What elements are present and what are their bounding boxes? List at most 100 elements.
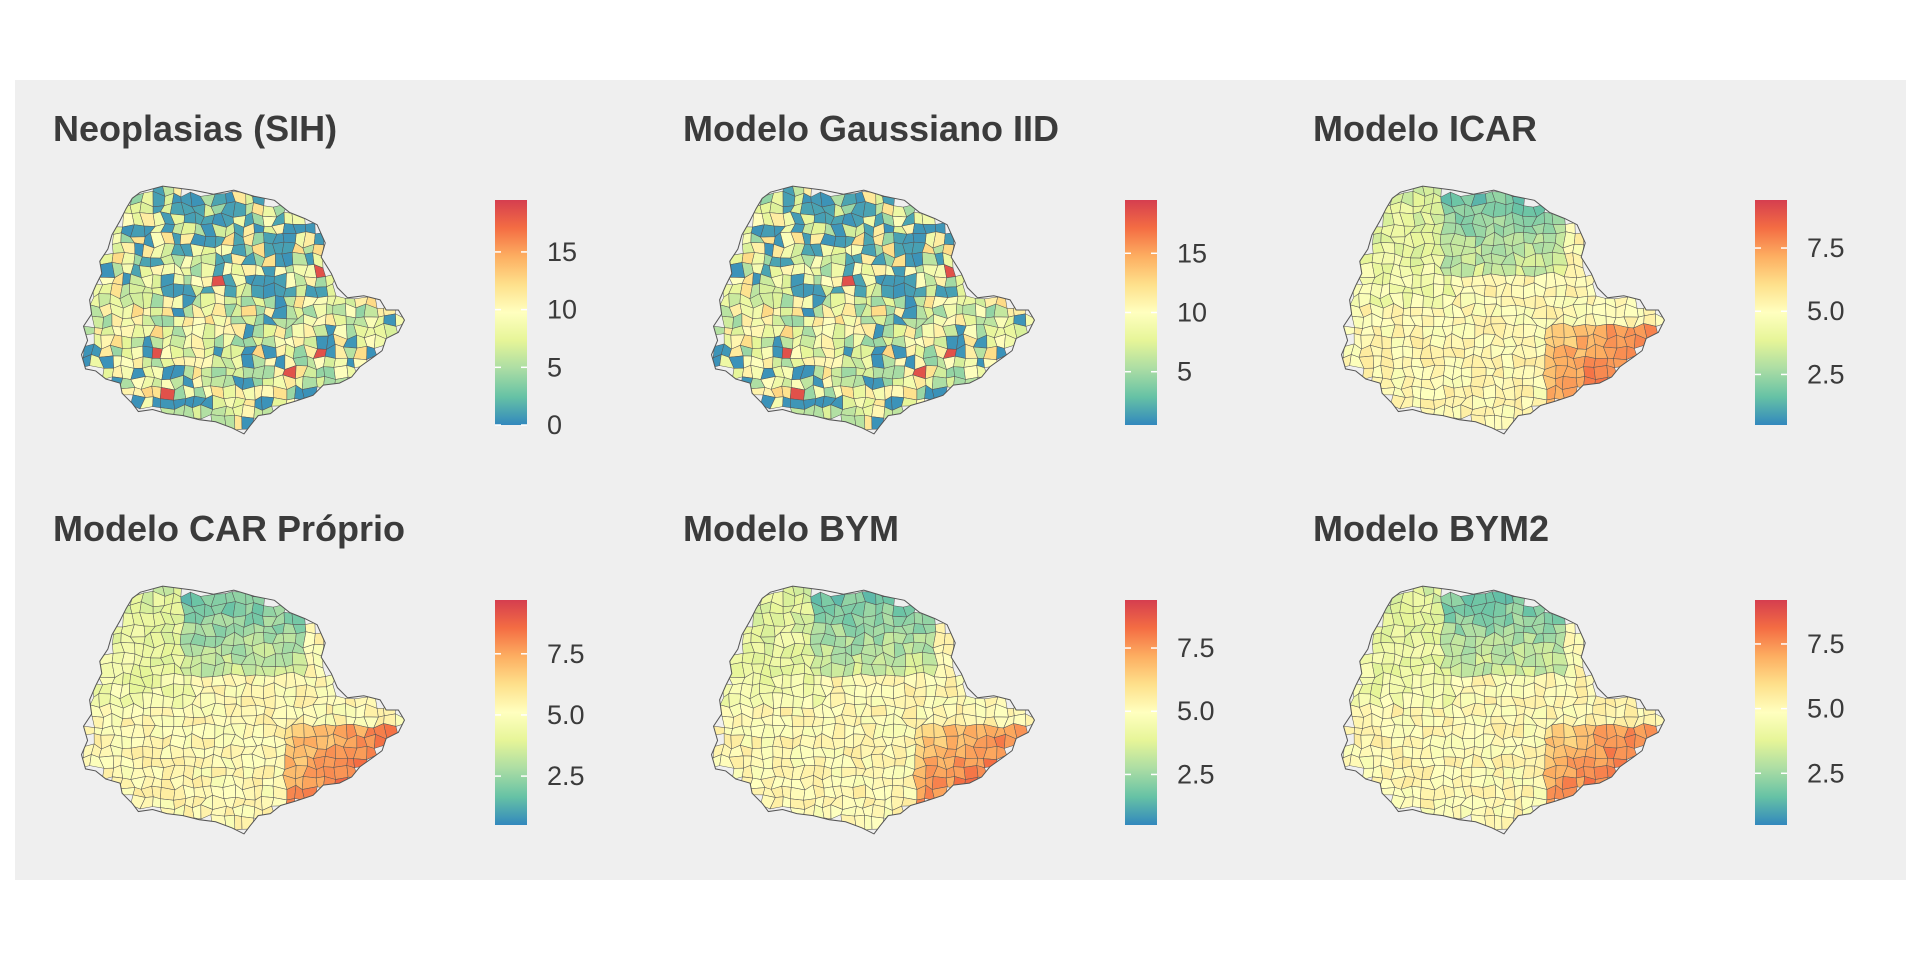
municipality xyxy=(150,307,164,317)
colorbar-tick-label: 5.0 xyxy=(547,700,585,730)
municipality xyxy=(854,814,866,831)
municipality xyxy=(315,776,325,790)
municipality xyxy=(1574,676,1587,688)
municipality xyxy=(201,375,213,388)
municipality xyxy=(862,201,877,218)
colorbar-gradient xyxy=(495,600,527,825)
municipality xyxy=(314,276,327,288)
municipality xyxy=(1585,703,1594,715)
municipality xyxy=(1522,377,1534,387)
municipality xyxy=(943,632,955,646)
municipality xyxy=(945,376,955,390)
map-panel: Neoplasias (SIH) 0 5 10 15 xyxy=(15,80,635,470)
municipality xyxy=(234,414,243,431)
municipality xyxy=(963,365,979,380)
municipality xyxy=(183,674,192,686)
municipality xyxy=(333,765,349,780)
municipality xyxy=(945,735,959,750)
municipality xyxy=(1463,235,1477,249)
municipality xyxy=(1575,376,1585,390)
municipality xyxy=(1411,274,1422,289)
municipality xyxy=(1500,304,1517,317)
municipality xyxy=(81,725,95,736)
municipality xyxy=(782,796,791,808)
municipality xyxy=(781,274,792,289)
municipality xyxy=(183,756,197,767)
municipality xyxy=(1443,674,1452,686)
municipality xyxy=(1381,735,1392,749)
municipality xyxy=(890,384,905,398)
municipality xyxy=(262,765,275,780)
colorbar-tick-label: 2.5 xyxy=(1807,359,1845,389)
colorbar-tick-label: 2.5 xyxy=(1177,759,1215,789)
municipality xyxy=(1484,695,1497,705)
municipality xyxy=(803,673,815,686)
municipality xyxy=(1402,745,1414,759)
municipality xyxy=(833,235,847,249)
municipality xyxy=(234,814,243,831)
municipality xyxy=(1341,725,1355,736)
municipality xyxy=(1575,335,1589,350)
municipality xyxy=(864,414,873,431)
choropleth-map xyxy=(80,185,406,435)
municipality xyxy=(803,273,815,286)
municipality xyxy=(892,777,904,787)
municipality xyxy=(260,384,275,398)
municipality xyxy=(943,232,955,246)
municipality xyxy=(945,776,955,790)
colorbar-tick-label: 5 xyxy=(1177,357,1192,387)
municipality xyxy=(224,814,236,831)
municipality xyxy=(1492,201,1507,218)
municipality xyxy=(1574,276,1587,288)
municipality xyxy=(921,213,936,225)
map-panel: Modelo CAR Próprio 2.5 5.0 7.5 xyxy=(15,480,635,870)
municipality xyxy=(831,775,843,788)
panel-title: Modelo Gaussiano IID xyxy=(683,108,1060,149)
municipality xyxy=(323,755,336,768)
colorbar-tick-label: 5.0 xyxy=(1807,694,1845,724)
colorbar-gradient xyxy=(495,200,527,425)
colorbar-legend: 5 10 15 xyxy=(1125,200,1207,425)
municipality xyxy=(323,355,336,368)
colorbar-tick-label: 5 xyxy=(547,352,562,382)
state-outline xyxy=(710,185,1036,435)
municipality xyxy=(260,784,275,798)
municipality xyxy=(1412,796,1421,808)
colorbar-gradient xyxy=(1125,600,1157,825)
municipality xyxy=(1573,632,1585,646)
municipality xyxy=(1461,375,1473,388)
municipality xyxy=(892,765,905,780)
municipality xyxy=(1351,715,1364,729)
colorbar-legend: 2.5 5.0 7.5 xyxy=(1125,600,1215,825)
municipality xyxy=(1575,776,1585,790)
municipality xyxy=(912,233,927,244)
map-panel: Modelo ICAR 2.5 5.0 7.5 xyxy=(1275,80,1895,470)
municipality xyxy=(1551,213,1566,225)
municipality xyxy=(1543,611,1554,625)
municipality xyxy=(224,295,237,305)
municipality xyxy=(711,325,725,336)
municipality xyxy=(1520,384,1535,398)
state-outline xyxy=(80,585,406,835)
colorbar-legend: 2.5 5.0 7.5 xyxy=(1755,200,1845,425)
municipality xyxy=(224,414,236,431)
choropleth-map xyxy=(80,585,406,835)
municipality xyxy=(315,735,329,750)
municipality xyxy=(1542,233,1557,244)
municipality xyxy=(1410,307,1424,317)
colorbar-tick-label: 15 xyxy=(1177,238,1207,268)
municipality xyxy=(1585,303,1594,315)
municipality xyxy=(782,396,791,408)
municipality xyxy=(813,756,827,767)
choropleth-map xyxy=(1340,185,1666,435)
municipality xyxy=(224,285,237,298)
municipality xyxy=(963,765,979,780)
municipality xyxy=(1500,704,1517,717)
municipality xyxy=(1501,404,1516,419)
municipality xyxy=(881,323,894,339)
municipality xyxy=(1484,285,1497,298)
municipality xyxy=(854,414,866,431)
municipality xyxy=(283,611,294,625)
municipality xyxy=(262,377,274,387)
colorbar-tick-label: 0 xyxy=(547,410,562,440)
